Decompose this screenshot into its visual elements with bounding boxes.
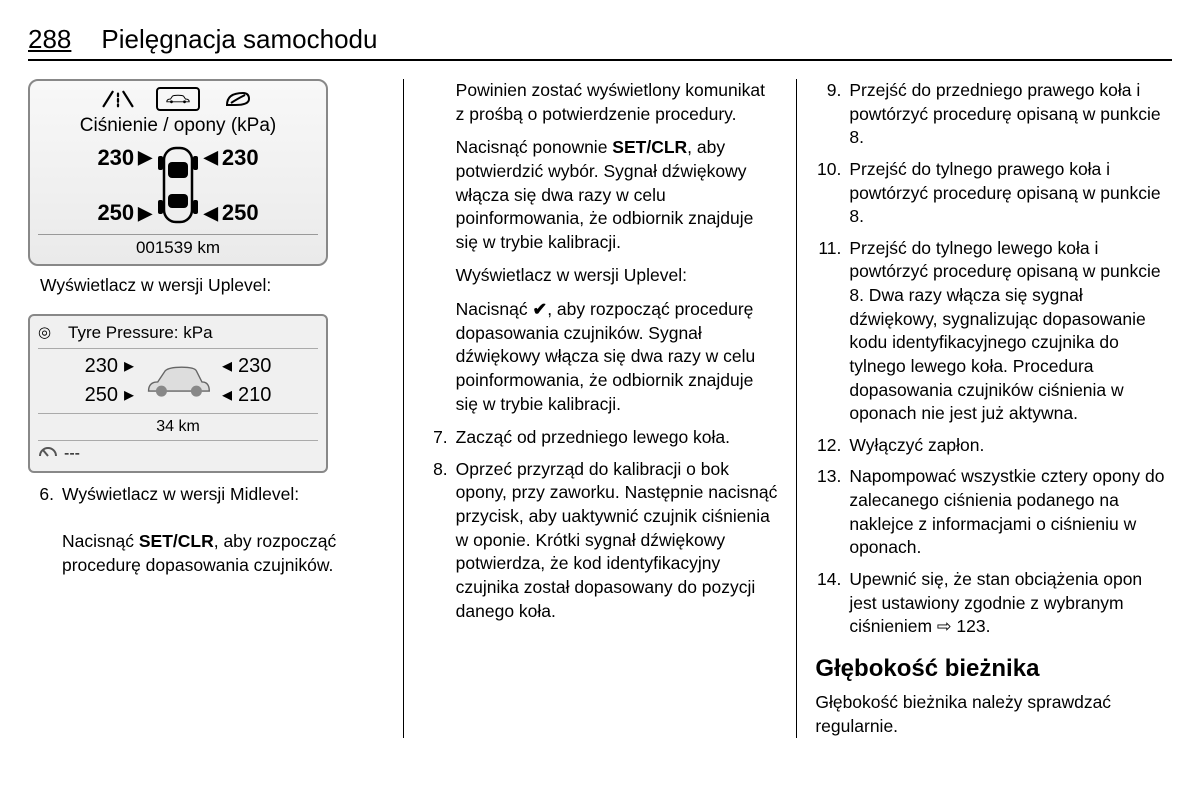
- tread-depth-body: Głębokość bieżnika należy sprawdzać regu…: [815, 691, 1172, 738]
- car-tab-icon: [156, 87, 200, 111]
- display-tab-row: [38, 87, 318, 111]
- display2-footer-value: ---: [64, 443, 80, 465]
- col2-p1: Powinien zostać wyświetlony komunikat z …: [456, 79, 779, 126]
- step-number: 10.: [815, 158, 849, 229]
- step-number: 6.: [28, 483, 62, 578]
- column-3: 9. Przejść do przedniego prawego koła i …: [796, 79, 1172, 738]
- step-8: 8. Oprzeć przyrząd do kalibracji o bok o…: [422, 458, 779, 623]
- procedure-list-col2: 7. Zacząć od przedniego lewego koła. 8. …: [422, 426, 779, 623]
- d2-rr: 210: [238, 382, 271, 409]
- col2-p4-pre: Nacisnąć: [456, 299, 533, 319]
- step6-line1: Wyświetlacz w wersji Midlevel:: [62, 484, 299, 504]
- d2-rl: 250: [85, 382, 118, 409]
- column-1: Ciśnienie / opony (kPa) 230▶ 250▶ ◀230 ◀…: [28, 79, 403, 738]
- step-number: 9.: [815, 79, 849, 150]
- arrow-left-icon: ◂: [222, 382, 232, 409]
- display2-distance: 34 km: [38, 413, 318, 438]
- chapter-title: Pielęgnacja samochodu: [101, 24, 377, 55]
- step-14: 14. Upewnić się, że stan obciążenia opon…: [815, 568, 1172, 639]
- step-text: Oprzeć przyrząd do kalibracji o bok opon…: [456, 458, 779, 623]
- d1-fl: 230: [97, 143, 134, 173]
- d1-rl: 250: [97, 198, 134, 228]
- car-side-icon: [140, 358, 216, 404]
- dic-midlevel-display: ◎ Tyre Pressure: kPa 230▸ 250▸ ◂230 ◂210…: [28, 314, 328, 473]
- display1-label: Ciśnienie / opony (kPa): [38, 113, 318, 139]
- arrow-left-icon: ◀: [204, 201, 218, 225]
- step-text: Napompować wszystkie cztery opony do zal…: [849, 465, 1172, 560]
- step-number: 14.: [815, 568, 849, 639]
- step14-pre: Upewnić się, że stan obciążenia opon jes…: [849, 569, 1142, 636]
- dic-uplevel-display: Ciśnienie / opony (kPa) 230▶ 250▶ ◀230 ◀…: [28, 79, 328, 266]
- d1-fr: 230: [222, 143, 259, 173]
- step-13: 13. Napompować wszystkie cztery opony do…: [815, 465, 1172, 560]
- lane-icon: [96, 87, 140, 111]
- set-clr-label: SET/CLR: [612, 137, 687, 157]
- step-number: 8.: [422, 458, 456, 623]
- col2-p3: Wyświetlacz w wersji Uplevel:: [456, 264, 779, 288]
- col2-p2-pre: Nacisnąć ponownie: [456, 137, 613, 157]
- step-6: 6. Wyświetlacz w wersji Midlevel: Nacisn…: [28, 483, 385, 578]
- step-number: 13.: [815, 465, 849, 560]
- page-header: 288 Pielęgnacja samochodu: [28, 24, 1172, 61]
- set-clr-label: SET/CLR: [139, 531, 214, 551]
- step-9: 9. Przejść do przedniego prawego koła i …: [815, 79, 1172, 150]
- column-2: Powinien zostać wyświetlony komunikat z …: [403, 79, 797, 738]
- step-text: Przejść do tylnego prawego koła i powtór…: [849, 158, 1172, 229]
- step-10: 10. Przejść do tylnego prawego koła i po…: [815, 158, 1172, 229]
- d2-fr: 230: [238, 353, 271, 380]
- arrow-right-icon: ▸: [124, 353, 134, 380]
- display1-odometer: 001539 km: [38, 234, 318, 260]
- page-number: 288: [28, 24, 71, 55]
- step-number: 11.: [815, 237, 849, 426]
- step-text: Przejść do przedniego prawego koła i pow…: [849, 79, 1172, 150]
- step-11: 11. Przejść do tylnego lewego koła i pow…: [815, 237, 1172, 426]
- step-text: Przejść do tylnego lewego koła i powtórz…: [849, 237, 1172, 426]
- step6-continuation: Powinien zostać wyświetlony komunikat z …: [456, 79, 779, 416]
- tire-small-icon: ◎: [38, 323, 60, 343]
- procedure-list-col3: 9. Przejść do przedniego prawego koła i …: [815, 79, 1172, 639]
- step6-pre: Nacisnąć: [62, 531, 139, 551]
- display2-label: Tyre Pressure: kPa: [68, 322, 213, 345]
- leaf-icon: [216, 87, 260, 111]
- procedure-list-col1: 6. Wyświetlacz w wersji Midlevel: Nacisn…: [28, 483, 385, 578]
- step14-ref: 123.: [952, 616, 991, 636]
- arrow-right-icon: ▶: [138, 201, 152, 225]
- arrow-right-icon: ▶: [138, 145, 152, 169]
- step-text: Zacząć od przedniego lewego koła.: [456, 426, 779, 450]
- reference-arrow-icon: ⇨: [937, 616, 952, 636]
- step-7: 7. Zacząć od przedniego lewego koła.: [422, 426, 779, 450]
- step-number: 7.: [422, 426, 456, 450]
- content-columns: Ciśnienie / opony (kPa) 230▶ 250▶ ◀230 ◀…: [28, 79, 1172, 738]
- caption-uplevel: Wyświetlacz w wersji Uplevel:: [40, 274, 385, 298]
- step-text: Wyłączyć zapłon.: [849, 434, 1172, 458]
- car-top-icon: [156, 144, 200, 226]
- step-12: 12. Wyłączyć zapłon.: [815, 434, 1172, 458]
- check-mark-icon: ✔: [533, 299, 548, 319]
- d1-rr: 250: [222, 198, 259, 228]
- arrow-left-icon: ◀: [204, 145, 218, 169]
- tread-depth-heading: Głębokość bieżnika: [815, 653, 1172, 685]
- step-number: 12.: [815, 434, 849, 458]
- gauge-icon: [38, 443, 58, 465]
- arrow-left-icon: ◂: [222, 353, 232, 380]
- d2-fl: 230: [85, 353, 118, 380]
- arrow-right-icon: ▸: [124, 382, 134, 409]
